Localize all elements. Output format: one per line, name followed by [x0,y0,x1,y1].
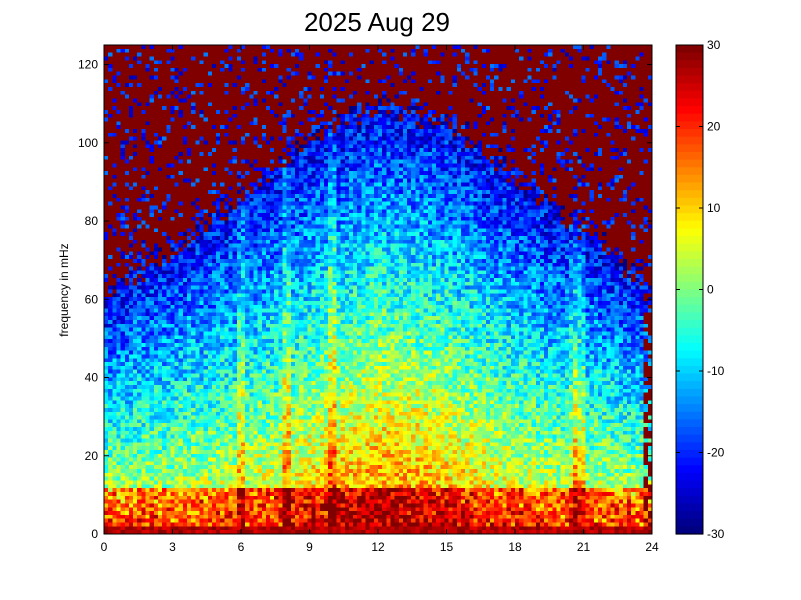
colorbar-segment [676,75,703,84]
colorbar-segment [676,129,703,138]
colorbar-segment [676,495,703,505]
colorbar-tick-label: 20 [707,120,721,134]
colorbar-segment [676,167,703,176]
colorbar-tick-label: 10 [707,201,721,215]
x-tick-label: 9 [306,540,313,554]
colorbar-segment [676,205,703,214]
colorbar-segment [676,159,703,168]
colorbar-segment [676,342,703,352]
colorbar-tick-label: -20 [707,446,725,460]
y-tick-label: 40 [85,371,99,385]
colorbar-tick-label: 30 [707,38,721,52]
colorbar-segment [676,381,703,390]
colorbar-segment [676,90,703,100]
colorbar-segment [676,358,703,367]
colorbar-segment [676,266,703,275]
colorbar-segment [676,472,703,482]
colorbar-segment [676,190,703,199]
x-tick-label: 6 [238,540,245,554]
x-axis: 0 3 6 9 12 15 18 21 24 [101,45,659,554]
colorbar-segment [676,350,703,359]
x-tick-label: 21 [577,540,591,554]
x-tick-label: 12 [371,540,385,554]
colorbar-segment [676,304,703,314]
colorbar-segment [676,411,703,420]
spectrogram-image [104,45,652,534]
plot-area [104,45,652,534]
colorbar-segment [676,144,703,153]
colorbar-segment [676,427,703,436]
colorbar-segment [676,106,703,115]
colorbar-segment [676,449,703,459]
x-tick-label: 15 [440,540,454,554]
colorbar-segment [676,396,703,405]
colorbar-segment [676,327,703,336]
chart-title: 2025 Aug 29 [304,7,450,37]
colorbar-segment [676,365,703,375]
colorbar-segment [676,83,703,92]
y-tick-label: 0 [91,527,98,541]
colorbar-segment [676,174,703,184]
colorbar-segment [676,289,703,298]
x-tick-label: 0 [101,540,108,554]
colorbar-segment [676,136,703,145]
colorbar-tick-label: -30 [707,527,725,541]
colorbar-tick-label: 0 [707,283,714,297]
colorbar-segment [676,526,703,535]
colorbar-segment [676,442,703,451]
colorbar-segment [676,373,703,382]
colorbar-segment [676,228,703,237]
colorbar-segment [676,182,703,191]
y-axis-label: frequency in mHz [57,243,71,336]
colorbar-segment [676,197,703,207]
colorbar-segment [676,236,703,245]
colorbar-segment [676,60,703,69]
colorbar-segment [676,312,703,321]
colorbar-segment [676,151,703,161]
colorbar-segment [676,434,703,443]
x-tick-label: 24 [645,540,659,554]
colorbar-segment [676,213,703,222]
colorbar-segment [676,404,703,413]
x-tick-label: 18 [508,540,522,554]
y-tick-label: 120 [78,58,98,72]
y-tick-label: 100 [78,136,98,150]
colorbar-segment [676,488,703,497]
colorbar-segment [676,297,703,306]
x-tick-label: 3 [169,540,176,554]
colorbar-segment [676,457,703,466]
colorbar-segment [676,419,703,428]
colorbar-segment [676,243,703,252]
colorbar-segment [676,258,703,268]
colorbar-segment [676,335,703,344]
colorbar-segment [676,220,703,229]
colorbar-segment [676,121,703,130]
colorbar-segment [676,518,703,527]
colorbar [676,45,703,535]
colorbar-segment [676,511,703,520]
colorbar-segment [676,251,703,260]
colorbar-segment [676,465,703,474]
colorbar-segment [676,503,703,512]
colorbar-segment [676,113,703,123]
y-tick-label: 20 [85,449,99,463]
colorbar-segment [676,320,703,329]
colorbar-segment [676,274,703,283]
colorbar-segment [676,52,703,61]
colorbar-segment [676,388,703,398]
colorbar-tick-label: -10 [707,364,725,378]
colorbar-segment [676,480,703,489]
colorbar-segment [676,98,703,107]
colorbar-segment [676,67,703,77]
y-tick-label: 80 [85,214,99,228]
y-tick-label: 60 [85,292,99,306]
y-axis: 0 20 40 60 80 100 120 [78,58,652,541]
colorbar-axis: 30 20 10 0 -10 -20 -30 [676,38,725,541]
colorbar-segment [676,45,703,54]
colorbar-segment [676,281,703,291]
